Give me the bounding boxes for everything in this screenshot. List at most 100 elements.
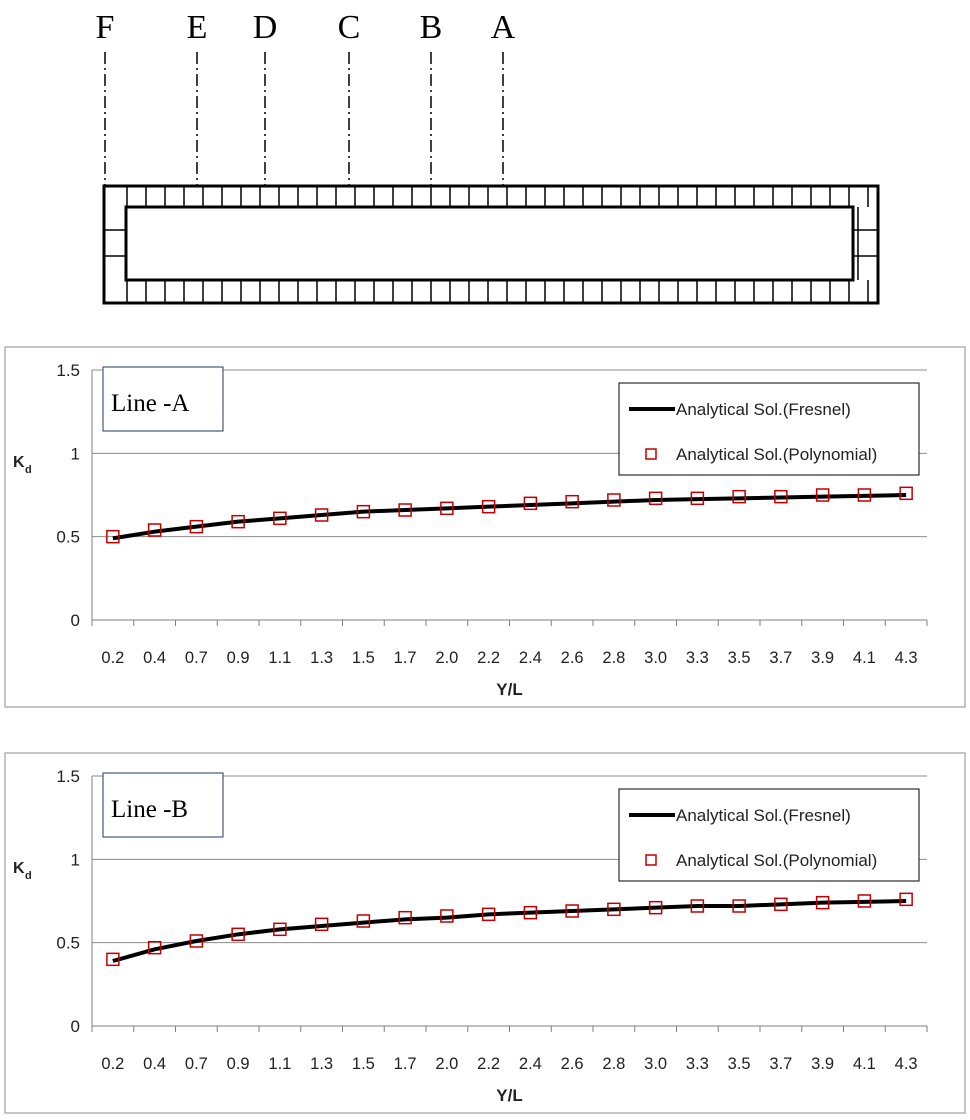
marker-polynomial [774, 489, 788, 504]
marker-polynomial [314, 508, 329, 522]
marker-polynomial [398, 503, 412, 517]
x-tick-label: 2.8 [602, 1055, 625, 1073]
x-tick-label: 2.2 [477, 649, 500, 667]
x-tick-label: 3.0 [644, 649, 667, 667]
marker-polynomial [815, 895, 830, 910]
legend-label-polynomial: Analytical Sol.(Polynomial) [676, 851, 877, 870]
x-axis-title: Y/L [496, 680, 522, 699]
legend-marker-swatch [645, 854, 657, 866]
chart-line-a: 0 0.5 1 1.5 0.2 0.4 0.7 0.9 1.1 1.3 1.5 1.7 2.0 2.2 2.… [4, 346, 966, 708]
x-tick-label: 4.3 [895, 1055, 918, 1073]
marker-polynomial [189, 934, 204, 948]
x-tick-label: 2.6 [561, 1055, 584, 1073]
x-tick-label: 2.2 [477, 1055, 500, 1073]
marker-polynomial [440, 909, 454, 923]
y-tick-label: 0 [71, 611, 80, 630]
marker-polynomial [189, 519, 204, 534]
x-tick-label: 3.7 [769, 1055, 792, 1073]
marker-polynomial [648, 491, 663, 506]
section-label-f: F [96, 9, 115, 46]
marker-polynomial [523, 496, 538, 511]
y-tick-label: 0.5 [56, 528, 80, 547]
x-tick-label: 3.5 [728, 1055, 751, 1073]
y-axis-title: K [13, 454, 25, 471]
marker-polynomial [481, 499, 496, 514]
section-label-c: C [338, 9, 361, 46]
marker-polynomial [690, 899, 705, 913]
marker-polynomial [857, 894, 872, 908]
marker-polynomial [565, 904, 579, 918]
y-tick-label: 0.5 [56, 934, 80, 953]
x-tick-label: 0.4 [143, 649, 166, 667]
marker-polynomial [356, 914, 371, 928]
x-tick-label: 1.5 [352, 1055, 375, 1073]
y-tick-label: 1 [71, 444, 80, 463]
x-tick-label: 4.3 [895, 649, 918, 667]
marker-polynomial [231, 927, 245, 942]
x-tick-label: 0.9 [227, 1055, 250, 1073]
x-tick-label: 3.7 [769, 649, 792, 667]
marker-polynomial [356, 504, 371, 519]
marker-polynomial [690, 491, 705, 506]
marker-polynomial [774, 897, 788, 912]
inset-label: Line -B [111, 796, 188, 823]
x-tick-label: 3.0 [644, 1055, 667, 1073]
x-tick-label: 0.7 [185, 1055, 208, 1073]
marker-polynomial [607, 902, 621, 917]
marker-polynomial [857, 488, 872, 502]
x-tick-label: 0.2 [101, 649, 124, 667]
inset-label: Line -A [111, 390, 189, 417]
chart-line-b: 0 0.5 1 1.5 0.2 0.4 0.7 0.9 1.1 1.3 1.5 1.7 2.0 2.2 2.… [4, 752, 966, 1114]
marker-polynomial [398, 910, 412, 925]
y-axis-title: K [13, 860, 25, 877]
series-line-fresnel [112, 899, 907, 963]
marker-polynomial [314, 917, 329, 932]
section-label-b: B [420, 9, 443, 46]
x-tick-label: 4.1 [853, 1055, 876, 1073]
marker-polynomial [231, 514, 245, 529]
x-tick-label: 0.7 [185, 649, 208, 667]
section-label-d: D [253, 9, 278, 46]
legend-label-fresnel: Analytical Sol.(Fresnel) [676, 806, 851, 825]
marker-polynomial [106, 529, 120, 544]
inset-label-box [102, 772, 224, 838]
beam-outer-outline [102, 184, 880, 305]
x-tick-label: 3.5 [728, 649, 751, 667]
x-tick-label: 1.3 [310, 1055, 333, 1073]
x-tick-label: 2.8 [602, 649, 625, 667]
x-tick-label: 1.7 [394, 649, 417, 667]
y-axis-title-subscript: d [25, 464, 32, 476]
inset-label-box [102, 366, 224, 432]
marker-polynomial [565, 494, 579, 509]
y-axis-title-subscript: d [25, 870, 32, 882]
x-tick-label: 3.9 [811, 649, 834, 667]
marker-polynomial [147, 940, 162, 955]
x-axis-title: Y/L [496, 1086, 522, 1105]
x-tick-label: 4.1 [853, 649, 876, 667]
marker-polynomial [147, 523, 162, 537]
y-tick-label: 1 [71, 850, 80, 869]
y-tick-label: 0 [71, 1017, 80, 1036]
section-label-a: A [491, 9, 516, 46]
x-tick-label: 0.4 [143, 1055, 166, 1073]
marker-polynomial [440, 501, 454, 516]
legend-box [618, 382, 920, 476]
x-tick-label: 2.6 [561, 649, 584, 667]
x-tick-label: 2.4 [519, 649, 542, 667]
x-tick-label: 1.3 [310, 649, 333, 667]
x-tick-label: 3.3 [686, 649, 709, 667]
x-tick-label: 1.5 [352, 649, 375, 667]
x-tick-label: 0.9 [227, 649, 250, 667]
section-label-e: E [187, 9, 208, 46]
marker-polynomial [481, 907, 496, 922]
x-tick-label: 3.9 [811, 1055, 834, 1073]
x-tick-label: 2.0 [435, 1055, 458, 1073]
x-tick-label: 1.7 [394, 1055, 417, 1073]
marker-polynomial [899, 486, 913, 501]
marker-polynomial [815, 488, 830, 502]
legend-marker-swatch [645, 448, 657, 460]
x-tick-label: 0.2 [101, 1055, 124, 1073]
beam-inner-outline [124, 205, 855, 282]
